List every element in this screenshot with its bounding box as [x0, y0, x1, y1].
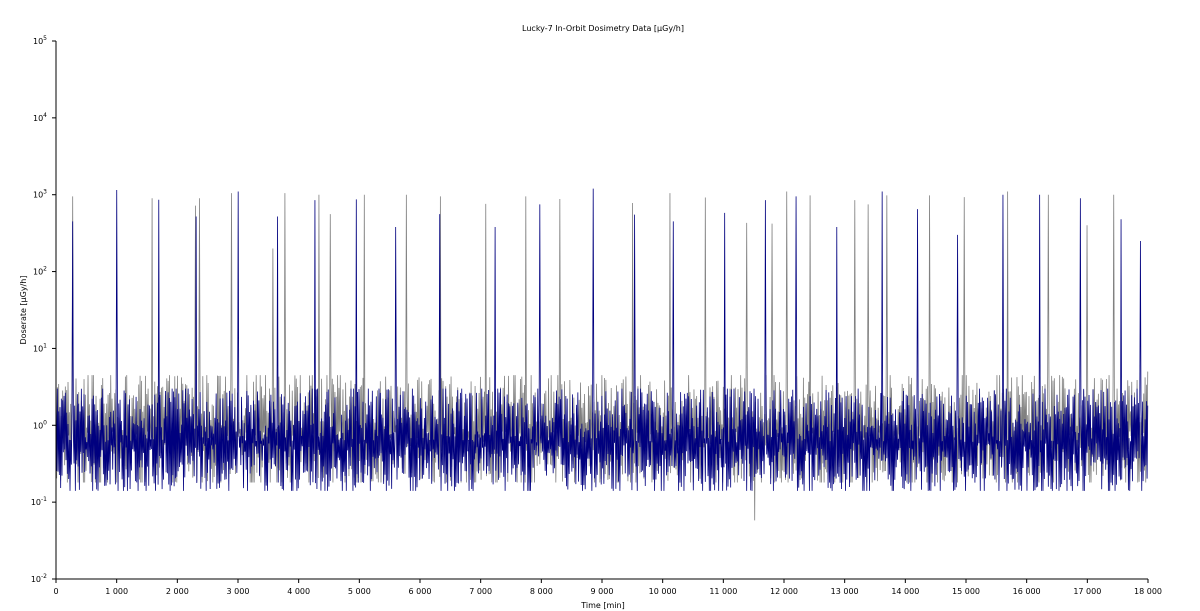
y-tick-label: 102 [33, 266, 47, 277]
y-tick-label: 105 [33, 35, 47, 46]
y-tick-label: 10-2 [31, 573, 47, 584]
x-tick-label: 16 000 [1013, 587, 1041, 596]
y-axis-label: Doserate [µGy/h] [19, 276, 28, 345]
y-axis-ticks: 10-2 10-1 100 101 102 103 104 105 [31, 35, 56, 584]
x-tick-label: 13 000 [831, 587, 859, 596]
plot-area [55, 188, 1149, 521]
x-tick-label: 17 000 [1073, 587, 1101, 596]
series-layer [55, 188, 1149, 521]
x-tick-label: 2 000 [166, 587, 189, 596]
x-tick-label: 8 000 [530, 587, 553, 596]
series-line-2 [55, 188, 1149, 491]
x-tick-label: 6 000 [409, 587, 432, 596]
y-tick-label: 10-1 [31, 496, 47, 507]
chart-title: Lucky-7 In-Orbit Dosimetry Data [µGy/h] [522, 24, 684, 33]
y-tick-label: 103 [33, 189, 47, 200]
x-tick-label: 14 000 [891, 587, 919, 596]
x-tick-label: 11 000 [709, 587, 737, 596]
x-axis-label: Time [min] [580, 601, 624, 610]
x-tick-label: 5 000 [348, 587, 371, 596]
x-tick-label: 7 000 [469, 587, 492, 596]
x-axis-ticks: 0 1 000 2 000 3 000 4 000 5 000 6 000 7 000 8 00… [53, 579, 1162, 596]
x-tick-label: 4 000 [287, 587, 310, 596]
x-tick-label: 9 000 [591, 587, 614, 596]
x-tick-label: 12 000 [770, 587, 798, 596]
x-tick-label: 0 [53, 587, 58, 596]
x-tick-label: 1 000 [105, 587, 128, 596]
x-tick-label: 15 000 [952, 587, 980, 596]
y-tick-label: 100 [33, 419, 47, 430]
x-tick-label: 18 000 [1134, 587, 1162, 596]
x-tick-label: 3 000 [227, 587, 250, 596]
y-tick-label: 104 [33, 112, 47, 123]
x-tick-label: 10 000 [649, 587, 677, 596]
y-tick-label: 101 [33, 342, 47, 353]
